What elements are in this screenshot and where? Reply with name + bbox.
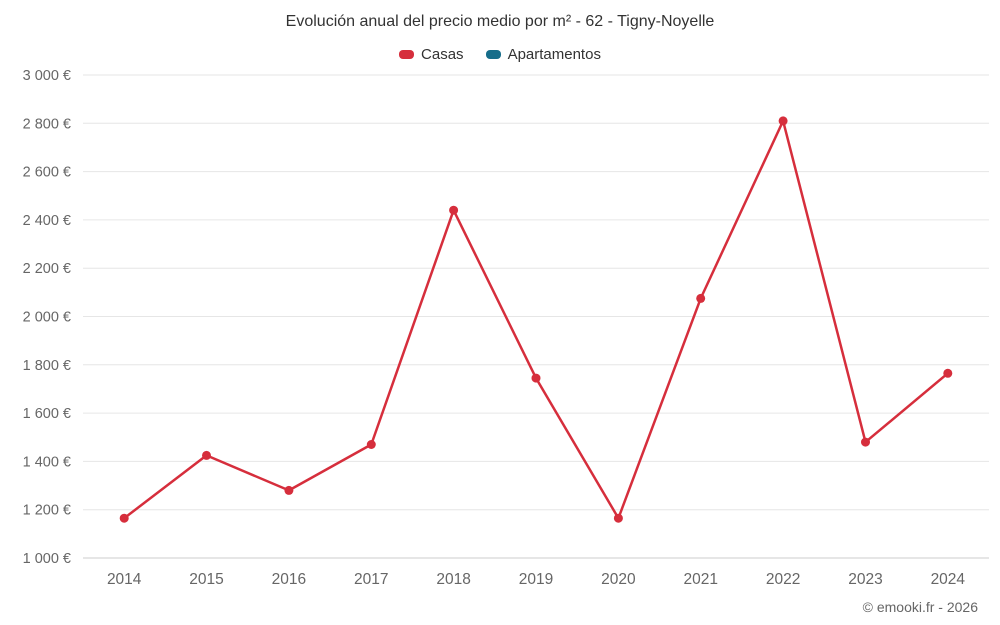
x-axis-tick-label: 2014 [107,571,142,588]
legend-item-apartamentos[interactable]: Apartamentos [485,46,601,63]
credits-link[interactable]: © emooki.fr - 2026 [862,599,978,615]
x-axis-tick-label: 2020 [601,571,636,588]
x-axis-tick-label: 2017 [354,571,388,588]
x-axis-tick-label: 2016 [272,571,306,588]
legend-label-casas: Casas [421,46,464,63]
data-point-marker[interactable] [531,373,541,383]
y-axis-tick-label: 2 800 € [23,116,71,132]
y-axis-tick-label: 2 000 € [23,310,71,326]
y-axis-tick-label: 2 200 € [23,261,71,277]
y-axis-tick-label: 2 400 € [23,213,71,229]
data-point-marker[interactable] [202,450,211,460]
data-point-marker[interactable] [861,437,870,447]
x-axis-tick-label: 2022 [766,571,800,588]
chart-title: Evolución anual del precio medio por m² … [285,13,715,30]
y-axis-tick-label: 1 000 € [23,551,71,567]
y-axis-tick-label: 3 000 € [23,68,71,84]
data-point-marker[interactable] [366,440,376,449]
series-line-casas [122,119,950,520]
y-axis-tick-label: 1 400 € [23,454,71,470]
data-point-marker[interactable] [696,293,706,303]
data-point-marker[interactable] [778,116,788,126]
y-axis-tick-label: 1 600 € [23,406,71,422]
legend-item-casas[interactable]: Casas [399,46,464,63]
x-axis-tick-label: 2015 [189,571,223,588]
x-axis-tick-label: 2023 [848,571,882,588]
data-point-marker[interactable] [284,485,294,495]
data-point-marker[interactable] [613,513,623,523]
legend: Casas Apartamentos [0,46,1000,63]
data-point-marker[interactable] [449,205,459,215]
legend-swatch-apartamentos [485,50,501,59]
data-point-marker[interactable] [119,513,129,523]
legend-label-apartamentos: Apartamentos [507,46,601,63]
legend-swatch-casas [399,50,415,59]
x-axis-tick-label: 2021 [683,571,717,588]
y-axis-tick-label: 1 200 € [23,503,71,519]
x-axis-tick-label: 2019 [519,571,553,588]
data-point-marker[interactable] [943,368,953,378]
y-axis-tick-label: 2 600 € [23,165,71,181]
y-axis-tick-label: 1 800 € [23,358,71,374]
x-axis-tick-label: 2024 [931,571,966,588]
x-axis-tick-label: 2018 [436,571,470,588]
